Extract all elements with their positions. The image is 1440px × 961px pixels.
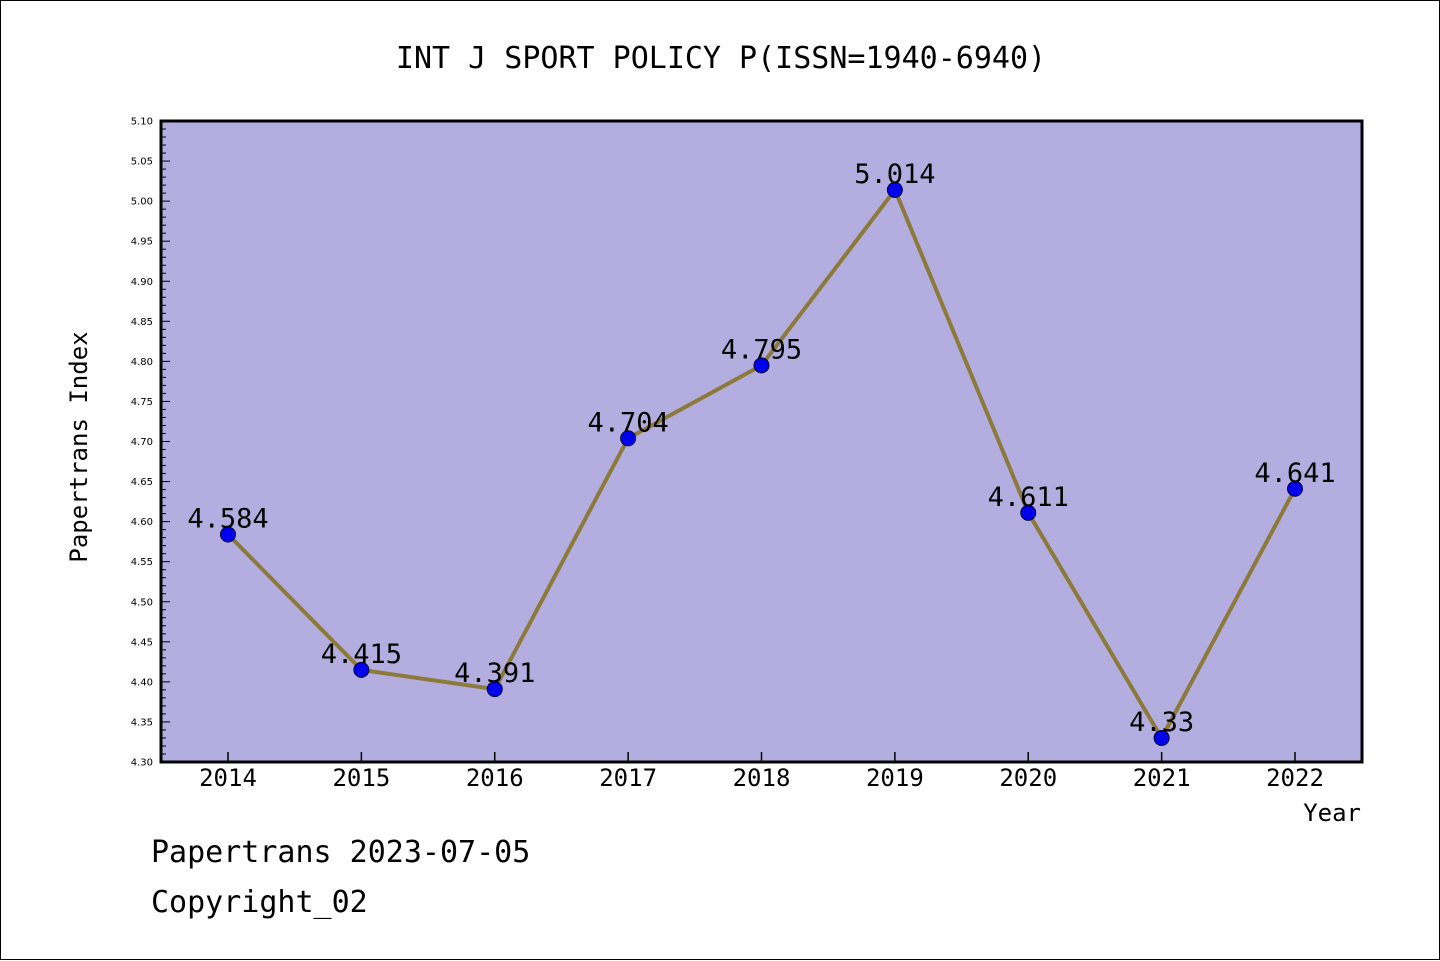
data-point: [753, 357, 770, 374]
data-point: [486, 681, 503, 698]
x-tick-label: 2016: [466, 764, 524, 792]
data-label: 4.415: [321, 639, 402, 670]
data-label-layer: 4.584 4.415 4.391 4.704 4.795 5.014 4.611 4.33 4…: [187, 159, 1335, 738]
x-tick-label: 2019: [866, 764, 924, 792]
y-tick-label: 4.55: [131, 557, 153, 568]
data-point: [220, 526, 236, 543]
x-tick-label: 2015: [332, 764, 390, 792]
y-tick-label: 4.45: [131, 637, 153, 648]
data-label: 4.704: [587, 407, 668, 438]
footer-source-date: Papertrans 2023-07-05: [151, 835, 531, 870]
data-label: 4.641: [1254, 458, 1335, 489]
footer-copyright: Copyright_02: [151, 885, 368, 920]
data-point: [353, 661, 370, 678]
x-axis-label: Year: [1303, 799, 1361, 827]
data-label: 4.33: [1129, 707, 1194, 738]
axis-ticks: 4.30 4.35 4.40 4.45 4.50 4.55 4.60 4.65 4.70 4.75…: [131, 117, 1324, 793]
x-tick-label: 2020: [999, 764, 1057, 792]
data-label: 4.391: [454, 658, 535, 689]
x-tick-label: 2021: [1133, 764, 1191, 792]
plot-area: [159, 119, 1364, 764]
y-tick-label: 4.75: [131, 397, 153, 408]
data-label: 4.611: [988, 482, 1069, 513]
y-tick-label: 4.95: [131, 237, 153, 248]
y-tick-label: 5.00: [131, 197, 153, 208]
data-point: [1287, 480, 1303, 497]
y-tick-label: 4.30: [131, 758, 153, 769]
y-tick-label: 5.05: [131, 157, 153, 168]
data-point: [1153, 729, 1170, 746]
data-point: [620, 430, 637, 447]
y-tick-label: 4.50: [131, 597, 153, 608]
data-label: 5.014: [854, 159, 935, 190]
chart-title: INT J SPORT POLICY P(ISSN=1940-6940): [396, 41, 1046, 76]
data-label: 4.795: [721, 334, 802, 365]
y-tick-label: 4.70: [131, 437, 153, 448]
y-tick-label: 5.10: [131, 117, 153, 128]
y-tick-label: 4.35: [131, 717, 153, 728]
x-tick-label: 2014: [199, 764, 257, 792]
y-tick-label: 4.60: [131, 517, 153, 528]
data-point: [886, 181, 903, 198]
x-tick-label: 2018: [733, 764, 791, 792]
y-tick-label: 4.65: [131, 477, 153, 488]
y-axis-label: Papertrans Index: [65, 331, 93, 562]
y-tick-label: 4.40: [131, 677, 153, 688]
data-point: [1020, 504, 1037, 521]
x-tick-label: 2022: [1266, 764, 1324, 792]
y-tick-label: 4.80: [131, 357, 153, 368]
data-label: 4.584: [187, 503, 268, 534]
y-tick-label: 4.85: [131, 317, 153, 328]
series-marker-layer: [220, 181, 1303, 746]
y-tick-label: 4.90: [131, 277, 153, 288]
x-tick-label: 2017: [599, 764, 657, 792]
